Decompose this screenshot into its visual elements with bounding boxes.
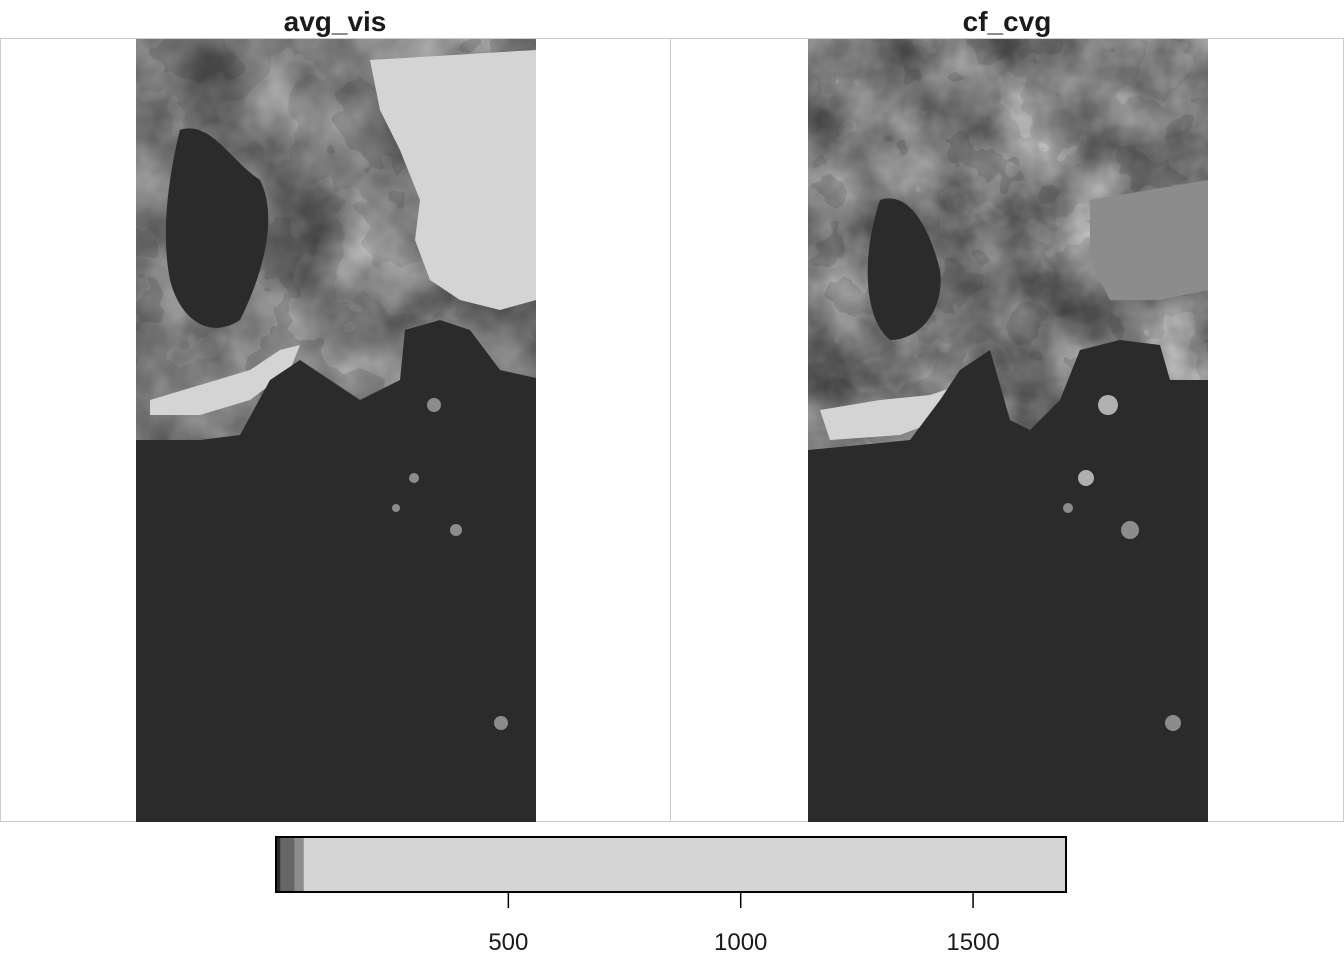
panel-title-cf-cvg: cf_cvg bbox=[962, 6, 1052, 37]
colorbar-legend: 500 1000 1500 bbox=[275, 836, 1067, 956]
map-cf-cvg-dark-patch bbox=[867, 198, 941, 340]
map-avg-vis-speck bbox=[494, 716, 508, 730]
colorbar-band bbox=[276, 837, 281, 892]
map-avg-vis-speck bbox=[392, 504, 400, 512]
map-avg-vis-speck bbox=[409, 473, 419, 483]
map-cf-cvg-speck bbox=[1063, 503, 1073, 513]
map-cf-cvg-speck bbox=[1121, 521, 1139, 539]
colorbar-frame bbox=[275, 836, 1067, 893]
map-cf-cvg-mid-region bbox=[1090, 180, 1208, 300]
map-cf-cvg-speck bbox=[1078, 470, 1094, 486]
colorbar-tick-label: 1000 bbox=[714, 929, 767, 956]
map-avg-vis bbox=[136, 39, 536, 822]
map-cf-cvg bbox=[808, 39, 1208, 822]
colorbar-band bbox=[280, 837, 295, 892]
map-cf-cvg-bright-band bbox=[820, 385, 960, 440]
map-avg-vis-dark-patch bbox=[165, 128, 269, 328]
colorbar-band bbox=[294, 837, 304, 892]
panel-title-avg-vis: avg_vis bbox=[283, 6, 387, 37]
map-avg-vis-speck bbox=[427, 398, 441, 412]
map-cf-cvg-speck bbox=[1098, 395, 1118, 415]
colorbar-tick-label: 500 bbox=[488, 929, 528, 956]
map-avg-vis-bright-region bbox=[370, 50, 536, 310]
map-avg-vis-bright-band bbox=[150, 345, 300, 415]
colorbar-tick-label: 1500 bbox=[946, 929, 999, 956]
map-cf-cvg-speck bbox=[1165, 715, 1181, 731]
colorbar-band bbox=[303, 837, 1067, 892]
map-avg-vis-speck bbox=[450, 524, 462, 536]
